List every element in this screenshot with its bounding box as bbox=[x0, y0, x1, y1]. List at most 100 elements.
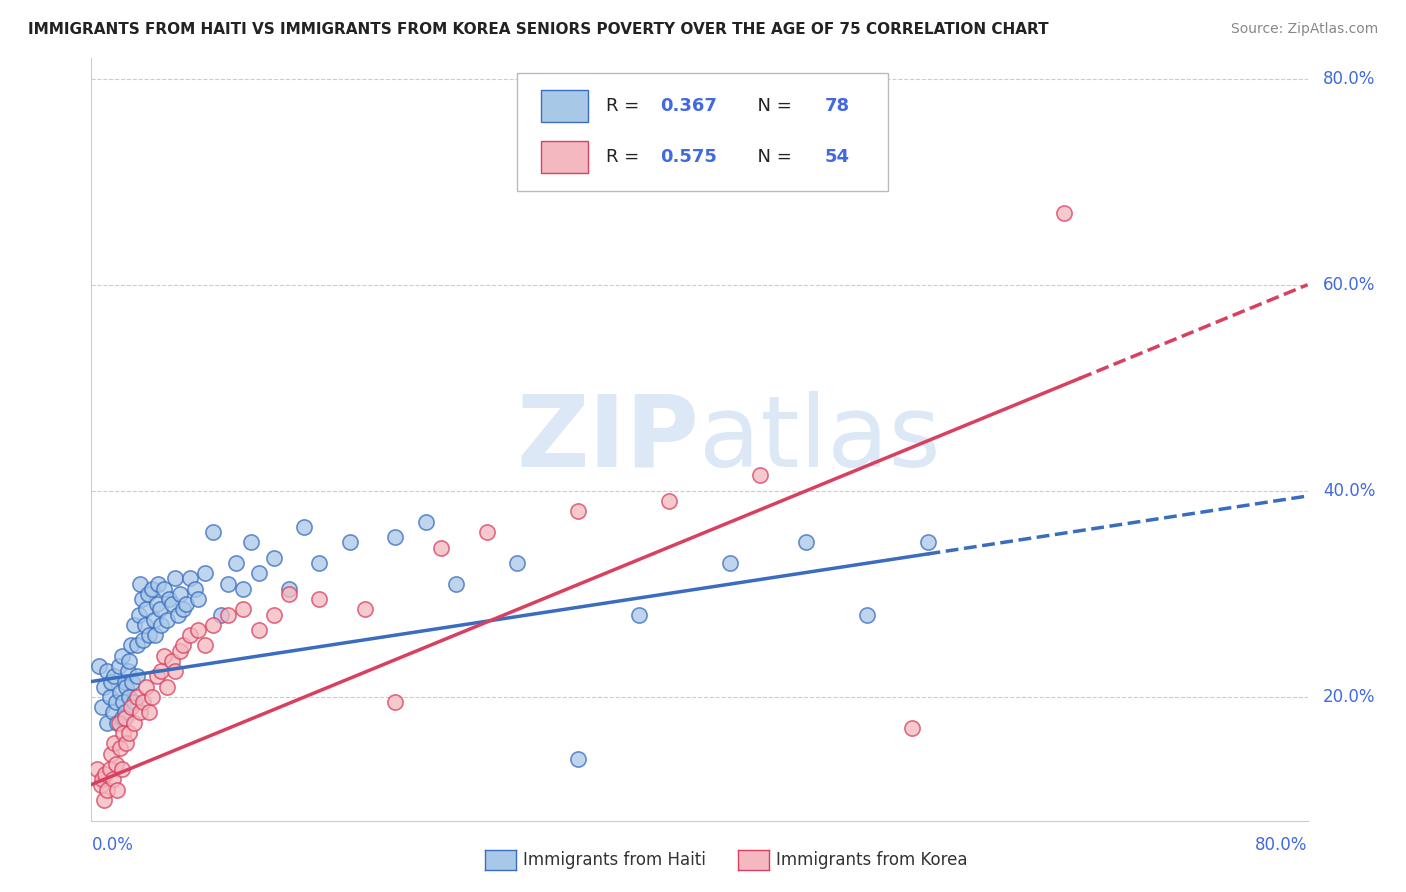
Text: 0.0%: 0.0% bbox=[91, 836, 134, 855]
Point bbox=[100, 674, 122, 689]
Point bbox=[115, 736, 138, 750]
Point bbox=[232, 582, 254, 596]
Point bbox=[118, 654, 141, 668]
Point bbox=[111, 762, 134, 776]
Point bbox=[567, 752, 589, 766]
Point bbox=[111, 710, 134, 724]
Point bbox=[901, 721, 924, 735]
Text: R =: R = bbox=[606, 97, 645, 115]
Point bbox=[86, 762, 108, 776]
Text: IMMIGRANTS FROM HAITI VS IMMIGRANTS FROM KOREA SENIORS POVERTY OVER THE AGE OF 7: IMMIGRANTS FROM HAITI VS IMMIGRANTS FROM… bbox=[28, 22, 1049, 37]
Text: Immigrants from Korea: Immigrants from Korea bbox=[776, 851, 967, 869]
Point bbox=[145, 597, 167, 611]
Point bbox=[163, 664, 186, 678]
Point bbox=[115, 680, 138, 694]
Point bbox=[384, 695, 406, 709]
Text: 0.575: 0.575 bbox=[661, 148, 717, 166]
Point bbox=[278, 587, 301, 601]
Text: R =: R = bbox=[606, 148, 645, 166]
Point bbox=[125, 669, 148, 683]
Text: 78: 78 bbox=[825, 97, 849, 115]
Point bbox=[157, 592, 180, 607]
Point bbox=[209, 607, 232, 622]
Point bbox=[121, 674, 143, 689]
Point bbox=[138, 706, 160, 720]
Point bbox=[101, 772, 124, 787]
Point bbox=[114, 674, 136, 689]
Point bbox=[96, 715, 118, 730]
Point bbox=[278, 582, 301, 596]
Text: ZIP: ZIP bbox=[516, 391, 699, 488]
Point bbox=[134, 617, 156, 632]
Point bbox=[292, 520, 315, 534]
Point bbox=[172, 639, 194, 653]
Point bbox=[145, 669, 167, 683]
Point bbox=[125, 690, 148, 704]
Point bbox=[112, 726, 135, 740]
Point bbox=[160, 597, 183, 611]
Point bbox=[430, 541, 453, 555]
Point bbox=[103, 669, 125, 683]
Point bbox=[120, 639, 142, 653]
Point bbox=[153, 582, 176, 596]
Point bbox=[89, 778, 111, 792]
Text: 20.0%: 20.0% bbox=[1323, 688, 1375, 706]
Point bbox=[100, 747, 122, 761]
Point bbox=[150, 617, 173, 632]
Point bbox=[263, 607, 285, 622]
Point bbox=[354, 602, 377, 616]
Point bbox=[169, 587, 191, 601]
Point bbox=[120, 700, 142, 714]
Point bbox=[232, 602, 254, 616]
Point bbox=[107, 715, 129, 730]
Point bbox=[225, 556, 247, 570]
Point bbox=[172, 602, 194, 616]
Point bbox=[105, 782, 128, 797]
Point bbox=[101, 706, 124, 720]
Point bbox=[308, 592, 330, 607]
Point bbox=[148, 576, 170, 591]
Point bbox=[169, 643, 191, 657]
FancyBboxPatch shape bbox=[541, 141, 588, 173]
Point bbox=[135, 680, 157, 694]
Point bbox=[141, 582, 163, 596]
Point bbox=[167, 607, 190, 622]
Point bbox=[855, 607, 877, 622]
Text: atlas: atlas bbox=[699, 391, 941, 488]
Point bbox=[308, 556, 330, 570]
Point bbox=[153, 648, 176, 663]
Point bbox=[96, 782, 118, 797]
Point bbox=[132, 633, 155, 648]
Point bbox=[132, 695, 155, 709]
Point bbox=[122, 695, 145, 709]
Point bbox=[1053, 205, 1076, 219]
Point bbox=[217, 607, 239, 622]
Point bbox=[149, 602, 172, 616]
Point bbox=[111, 648, 134, 663]
Point bbox=[136, 587, 159, 601]
Point bbox=[96, 664, 118, 678]
Point bbox=[129, 576, 152, 591]
Point bbox=[114, 710, 136, 724]
Point bbox=[179, 571, 201, 585]
Point bbox=[104, 695, 127, 709]
Point bbox=[118, 690, 141, 704]
Point bbox=[475, 524, 498, 539]
Point bbox=[384, 530, 406, 544]
Point bbox=[150, 664, 173, 678]
Point bbox=[87, 659, 110, 673]
Point bbox=[194, 639, 217, 653]
Text: 0.367: 0.367 bbox=[661, 97, 717, 115]
Point bbox=[131, 592, 153, 607]
Text: N =: N = bbox=[745, 97, 797, 115]
Point bbox=[138, 628, 160, 642]
Point bbox=[142, 613, 165, 627]
Point bbox=[156, 680, 179, 694]
Point bbox=[91, 700, 114, 714]
Point bbox=[128, 607, 150, 622]
Point bbox=[917, 535, 939, 549]
Text: Source: ZipAtlas.com: Source: ZipAtlas.com bbox=[1230, 22, 1378, 37]
Point bbox=[174, 597, 197, 611]
Point bbox=[98, 762, 121, 776]
Point bbox=[240, 535, 263, 549]
